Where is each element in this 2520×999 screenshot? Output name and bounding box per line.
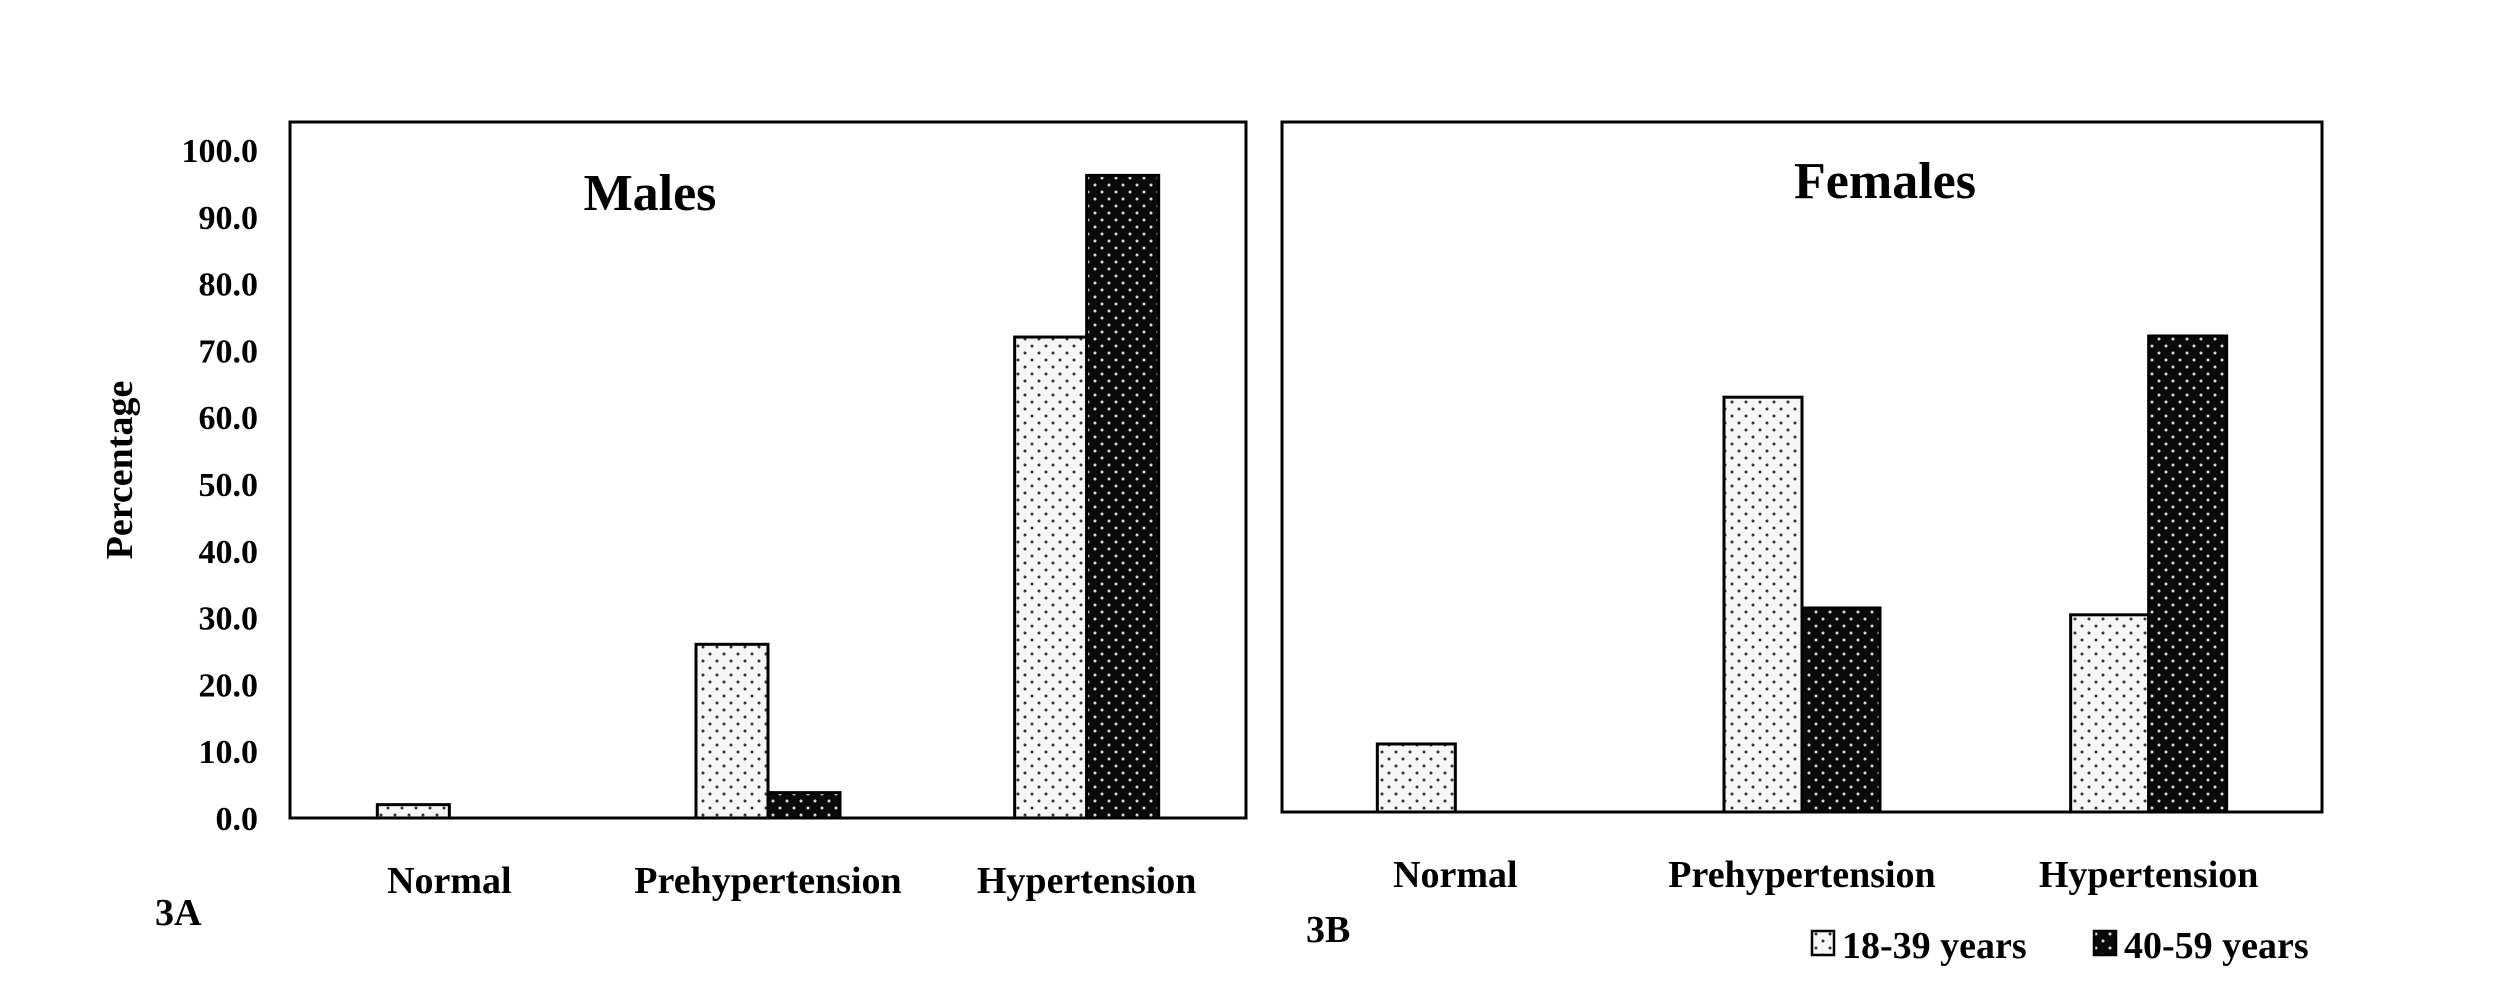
category-label-females-prehypertension: Prehypertension [1668, 854, 1935, 896]
panel-label-3b: 3B [1306, 909, 1350, 951]
category-label-females-normal: Normal [1393, 854, 1518, 896]
bar-males-prehypertension-40-59-years [766, 791, 842, 820]
legend-swatch-40-59 [2092, 929, 2118, 957]
y-tick-label-90-0: 90.0 [199, 200, 259, 237]
legend-label-40-59: 40-59 years [2124, 925, 2309, 967]
y-tick-label-10-0: 10.0 [199, 734, 259, 771]
legend-swatch-18-39 [1810, 929, 1836, 957]
y-tick-label-80-0: 80.0 [199, 267, 259, 304]
category-label-males-prehypertension: Prehypertension [634, 860, 901, 902]
category-label-males-hypertension: Hypertension [977, 860, 1197, 902]
panel-males: 0.0 10.0 20.0 30.0 40.0 50.0 60.0 70.0 80.0 90.0 1… [99, 120, 1248, 934]
panel-females: Normal Prehypertension Hypertension Female… [1280, 120, 2324, 951]
y-tick-label-40-0: 40.0 [199, 534, 259, 571]
bar-males-normal-18-39-years [375, 803, 451, 820]
panel-title-females: Females [1794, 153, 1976, 210]
category-label-females-hypertension: Hypertension [2039, 854, 2259, 896]
y-tick-label-70-0: 70.0 [199, 333, 259, 370]
bar-males-prehypertension-18-39-years [694, 642, 770, 820]
bar-males-hypertension-40-59-years [1085, 173, 1161, 820]
y-tick-label-50-0: 50.0 [199, 467, 259, 504]
y-tick-label-20-0: 20.0 [199, 667, 259, 704]
panel-title-males: Males [584, 165, 717, 222]
y-tick-label-0-0: 0.0 [216, 801, 259, 838]
bar-males-hypertension-18-39-years [1013, 335, 1089, 820]
y-axis-label: Percentage [99, 381, 141, 560]
bar-females-prehypertension-40-59-years [1800, 606, 1882, 814]
panel-label-3a: 3A [155, 892, 202, 934]
legend-label-18-39: 18-39 years [1842, 925, 2027, 967]
category-label-males-normal: Normal [387, 860, 512, 902]
bar-females-normal-18-39-years [1375, 742, 1457, 814]
y-tick-label-30-0: 30.0 [199, 601, 259, 638]
bar-females-hypertension-40-59-years [2147, 334, 2229, 814]
bar-females-hypertension-18-39-years [2069, 613, 2151, 814]
y-tick-label-100-0: 100.0 [182, 133, 259, 170]
legend: 18-39 years 40-59 years [1810, 925, 2309, 967]
bar-females-prehypertension-18-39-years [1722, 395, 1804, 814]
y-tick-label-60-0: 60.0 [199, 400, 259, 437]
